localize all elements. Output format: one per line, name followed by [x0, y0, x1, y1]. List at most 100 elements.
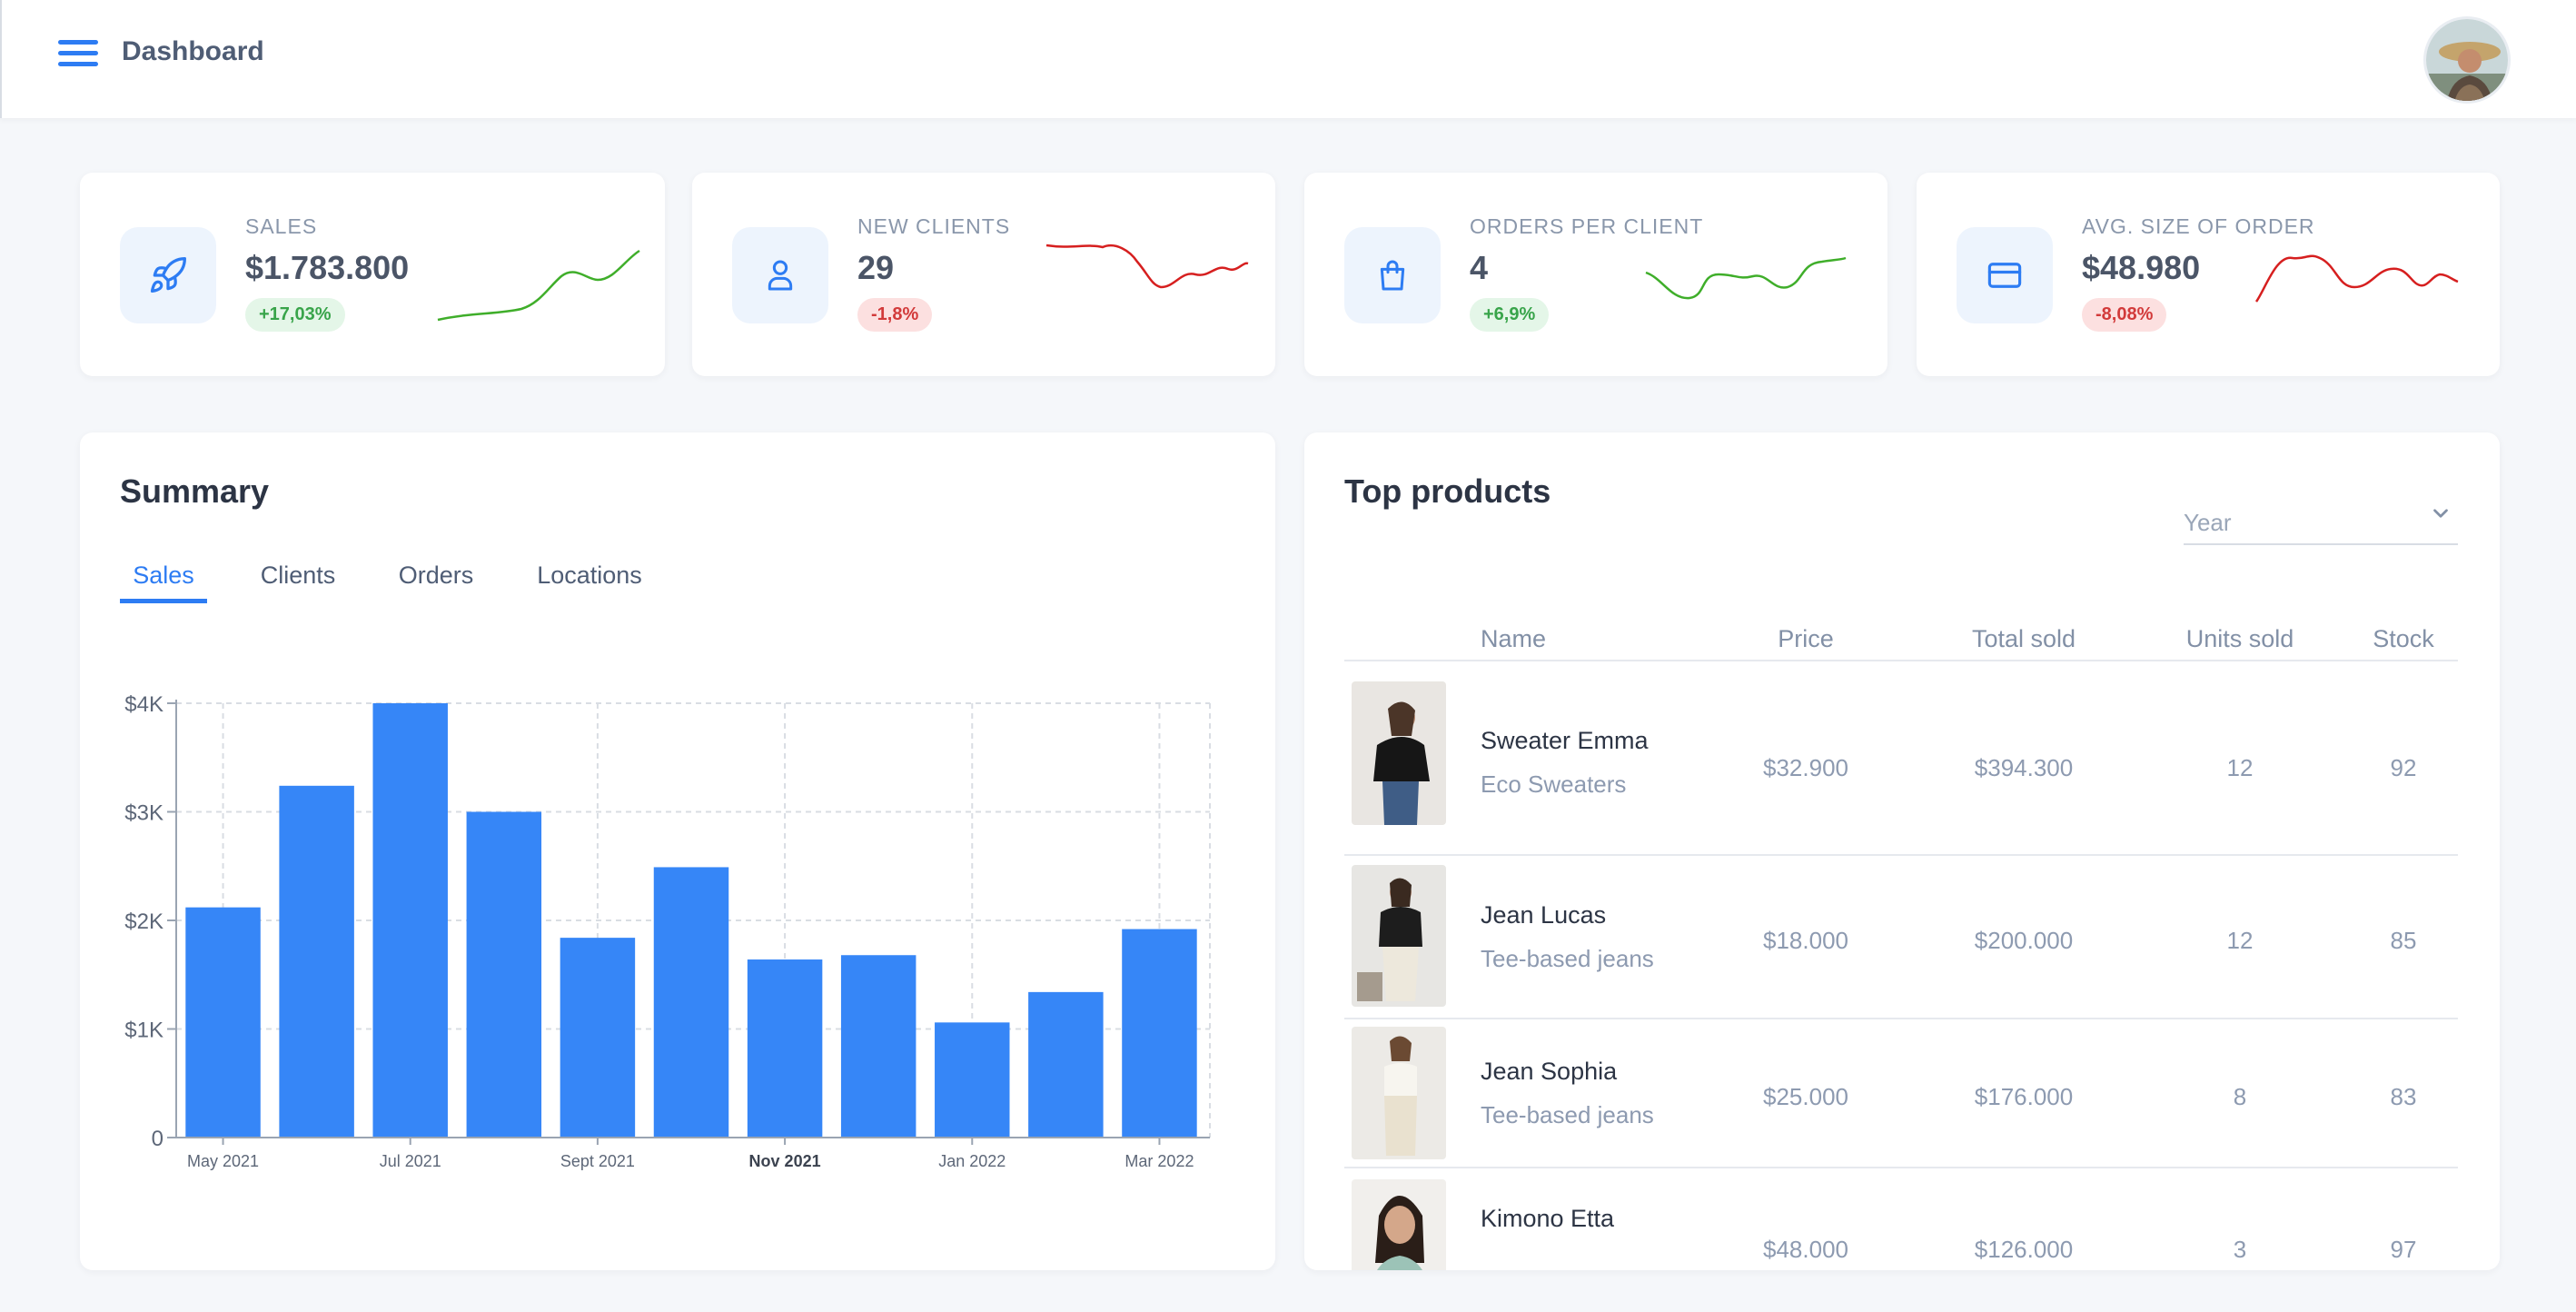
table-divider [1344, 660, 2458, 661]
tab-orders[interactable]: Orders [398, 562, 474, 589]
user-avatar[interactable] [2423, 16, 2511, 104]
sales-bar-chart: 0 $1K $2K $3K $4K May 2021 Jul 2021 Sept 2021 No… [124, 692, 1211, 1170]
bar [1028, 991, 1104, 1138]
product-name: Sweater Emma [1481, 727, 1649, 754]
product-price: $48.000 [1763, 1236, 1848, 1263]
product-name: Kimono Etta [1481, 1205, 1615, 1232]
tab-locations[interactable]: Locations [537, 562, 642, 589]
product-image [1352, 1179, 1446, 1270]
stat-label: SALES [245, 214, 318, 238]
page-title: Dashboard [122, 36, 264, 66]
summary-card: Summary Sales Clients Orders Locations 0… [80, 432, 1275, 1270]
product-stock: 97 [2390, 1236, 2417, 1263]
product-total-sold: $394.300 [1974, 754, 2074, 781]
stat-card-avg-order-size: AVG. SIZE OF ORDER $48.980 -8,08% [1917, 173, 2500, 376]
product-total-sold: $176.000 [1974, 1083, 2074, 1110]
y-tick-label: $3K [124, 801, 163, 826]
bar [747, 959, 823, 1138]
bar [840, 955, 916, 1138]
table-divider [1344, 1167, 2458, 1168]
product-stock: 83 [2390, 1083, 2417, 1110]
sparkline [1645, 256, 1847, 300]
hamburger-menu-icon[interactable] [58, 40, 98, 71]
y-tick-label: $2K [124, 909, 163, 934]
product-name: Jean Lucas [1481, 901, 1607, 929]
table-divider [1344, 1018, 2458, 1019]
y-tick-label: 0 [152, 1127, 163, 1151]
stat-label: ORDERS PER CLIENT [1470, 214, 1704, 238]
bar [560, 938, 636, 1138]
product-units-sold: 8 [2233, 1083, 2247, 1110]
sparkline [1045, 244, 1249, 289]
table-row[interactable]: Sweater Emma Eco Sweaters $32.900 $394.3… [1344, 661, 2458, 834]
credit-card-icon [1957, 227, 2053, 323]
stat-value: 4 [1470, 249, 1489, 286]
bar [372, 703, 448, 1138]
stat-change-badge: +17,03% [245, 298, 345, 332]
product-category: Eco Sweaters [1481, 770, 1627, 798]
product-units-sold: 12 [2226, 927, 2254, 954]
table-row[interactable]: Kimono Etta $48.000 $126.000 3 97 [1344, 1168, 2458, 1270]
table-row[interactable]: Jean Sophia Tee-based jeans $25.000 $176… [1344, 1019, 2458, 1168]
bar [185, 907, 261, 1138]
x-tick-label: Jan 2022 [938, 1152, 1006, 1170]
column-header-units-sold: Units sold [2185, 625, 2294, 652]
stat-value: $48.980 [2082, 249, 2201, 286]
stat-card-new-clients: NEW CLIENTS 29 -1,8% [692, 173, 1275, 376]
bar [279, 785, 354, 1138]
product-total-sold: $126.000 [1974, 1236, 2074, 1263]
product-price: $32.900 [1763, 754, 1848, 781]
product-price: $25.000 [1763, 1083, 1848, 1110]
product-image [1352, 681, 1446, 825]
chevron-down-icon [2433, 509, 2448, 518]
stat-change-badge: +6,9% [1470, 298, 1550, 332]
stat-card-orders-per-client: ORDERS PER CLIENT 4 +6,9% [1304, 173, 1887, 376]
product-units-sold: 3 [2233, 1236, 2247, 1263]
x-tick-label: Mar 2022 [1125, 1152, 1194, 1170]
tab-clients[interactable]: Clients [260, 562, 336, 589]
product-price: $18.000 [1763, 927, 1848, 954]
bar [653, 867, 729, 1138]
top-products-card: Top products Year Name Price Total sold … [1304, 432, 2500, 1270]
stat-value: 29 [857, 249, 895, 286]
x-tick-label: Jul 2021 [380, 1152, 441, 1170]
stat-value: $1.783.800 [245, 249, 410, 286]
top-bar: Dashboard [0, 0, 2576, 118]
x-tick-label: Nov 2021 [749, 1152, 821, 1170]
product-image [1352, 865, 1446, 1007]
stat-label: NEW CLIENTS [857, 214, 1011, 238]
product-name: Jean Sophia [1481, 1058, 1618, 1085]
product-units-sold: 12 [2226, 754, 2254, 781]
stat-card-sales: SALES $1.783.800 +17,03% [80, 173, 665, 376]
stat-label: AVG. SIZE OF ORDER [2082, 214, 2315, 238]
product-stock: 92 [2390, 754, 2417, 781]
rocket-icon [120, 227, 216, 323]
product-total-sold: $200.000 [1974, 927, 2074, 954]
summary-title: Summary [120, 472, 270, 510]
stat-change-badge: -1,8% [857, 298, 933, 332]
x-tick-label: May 2021 [187, 1152, 259, 1170]
year-select[interactable]: Year [2184, 487, 2458, 545]
column-header-price: Price [1778, 625, 1834, 652]
x-tick-label: Sept 2021 [560, 1152, 635, 1170]
year-select-placeholder: Year [2184, 509, 2232, 536]
product-category: Tee-based jeans [1481, 945, 1654, 972]
tab-sales[interactable]: Sales [120, 556, 207, 603]
y-tick-label: $4K [124, 692, 163, 717]
shopping-bag-icon [1344, 227, 1441, 323]
column-header-stock: Stock [2373, 625, 2434, 652]
bar [935, 1022, 1010, 1138]
column-header-total-sold: Total sold [1971, 625, 2076, 652]
bar [466, 811, 542, 1138]
sparkline [437, 249, 640, 322]
y-tick-label: $1K [124, 1019, 163, 1043]
column-header-name: Name [1481, 625, 1547, 652]
stat-change-badge: -8,08% [2082, 298, 2167, 332]
product-stock: 85 [2390, 927, 2417, 954]
sparkline [2254, 254, 2459, 303]
table-row[interactable]: Jean Lucas Tee-based jeans $18.000 $200.… [1344, 856, 2458, 1018]
top-products-title: Top products [1344, 472, 1551, 510]
product-category: Tee-based jeans [1481, 1101, 1654, 1128]
product-image [1352, 1027, 1446, 1159]
bar [1122, 929, 1197, 1138]
